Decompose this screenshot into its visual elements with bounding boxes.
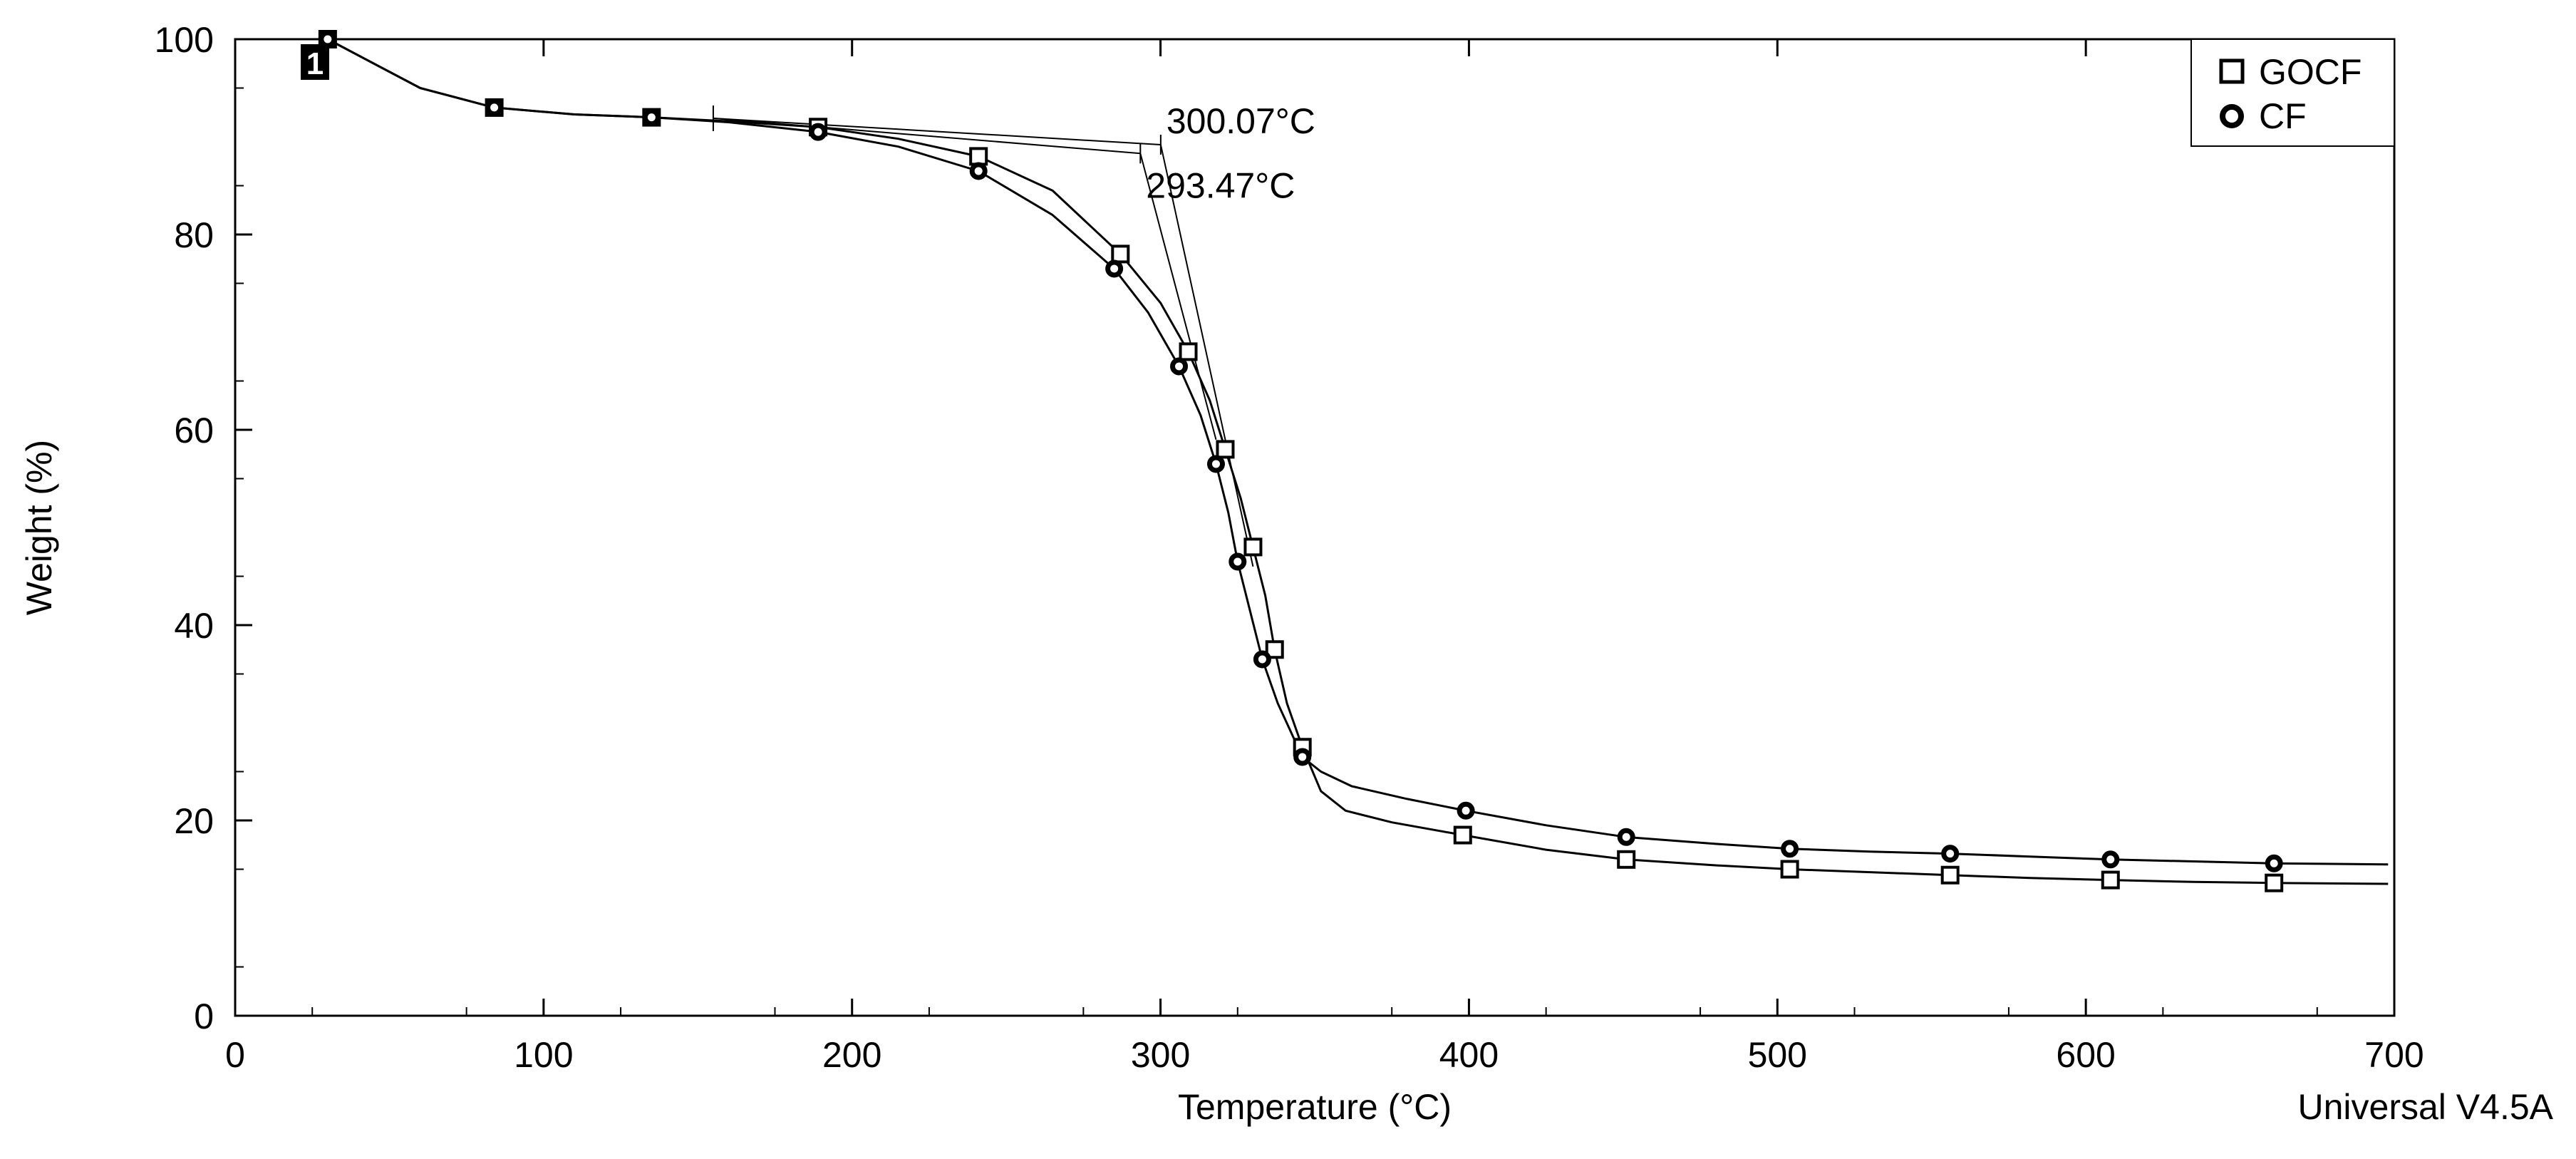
legend-box xyxy=(2190,38,2395,147)
data-point-cf xyxy=(1293,748,1312,766)
axis-ticks: 0 100 200 300 400 500 600 700 0 20 40 60 80 100 xyxy=(155,20,2424,1075)
onset-annotations: 300.07°C 293.47°C xyxy=(1146,101,1315,205)
data-point-gocf xyxy=(1940,865,1960,885)
y-tick-label: 80 xyxy=(174,215,214,255)
x-tick-label: 500 xyxy=(1748,1035,1807,1075)
legend-marker-gocf xyxy=(2219,58,2245,84)
data-point-cf xyxy=(1781,840,1799,858)
y-tick-label: 100 xyxy=(155,20,214,60)
series-line-cf xyxy=(327,38,2389,866)
y-tick-label: 20 xyxy=(174,801,214,841)
data-point-cf xyxy=(1228,552,1247,571)
data-point-cf xyxy=(809,123,827,141)
data-point-cf xyxy=(642,108,661,127)
x-tick-label: 200 xyxy=(822,1035,881,1075)
x-axis-title: Temperature (°C) xyxy=(1178,1087,1452,1127)
x-tick-label: 100 xyxy=(514,1035,573,1075)
x-tick-label: 300 xyxy=(1131,1035,1190,1075)
onset-label: 300.07°C xyxy=(1167,101,1315,141)
data-point-gocf xyxy=(1265,640,1284,659)
data-point-gocf xyxy=(1243,537,1263,557)
data-point-gocf xyxy=(1453,825,1472,845)
data-point-cf xyxy=(1206,455,1225,473)
onset-tangent xyxy=(1159,144,1254,567)
data-point-cf xyxy=(1941,845,1960,863)
data-point-cf xyxy=(485,98,504,117)
y-tick-label: 40 xyxy=(174,606,214,646)
data-point-cf xyxy=(969,162,988,180)
data-point-cf xyxy=(1170,357,1189,376)
series-markers xyxy=(318,30,2284,892)
data-point-gocf xyxy=(2265,873,2284,892)
x-tick-label: 0 xyxy=(225,1035,245,1075)
y-tick-label: 60 xyxy=(174,411,214,450)
onset-baseline xyxy=(713,117,1161,145)
data-point-gocf xyxy=(1179,342,1198,361)
x-tick-label: 700 xyxy=(2364,1035,2424,1075)
data-series xyxy=(327,38,2389,885)
data-point-gocf xyxy=(1111,244,1130,264)
data-point-cf xyxy=(2101,850,2120,869)
legend-label-cf: CF xyxy=(2259,96,2307,136)
data-point-cf xyxy=(2265,854,2283,872)
data-point-gocf xyxy=(1617,850,1636,869)
data-point-cf xyxy=(1457,801,1475,820)
data-point-cf xyxy=(1105,259,1124,278)
svg-text:1: 1 xyxy=(306,46,324,81)
data-point-gocf xyxy=(969,147,988,166)
onset-label: 293.47°C xyxy=(1146,165,1295,205)
data-point-cf xyxy=(319,30,337,48)
series-line-gocf xyxy=(327,38,2389,885)
y-axis-title: Weight (%) xyxy=(19,440,59,615)
legend-label-gocf: GOCF xyxy=(2259,52,2362,92)
data-point-gocf xyxy=(2101,870,2120,890)
legend-marker-cf xyxy=(2220,104,2244,128)
legend: GOCF CF xyxy=(2190,38,2395,147)
onset-tangent xyxy=(1139,153,1217,440)
data-point-cf xyxy=(1253,650,1271,669)
data-point-cf xyxy=(1617,828,1635,846)
plot-frame xyxy=(234,38,2396,1017)
x-tick-label: 400 xyxy=(1439,1035,1499,1075)
x-tick-label: 600 xyxy=(2056,1035,2115,1075)
data-point-gocf xyxy=(1780,860,1799,879)
data-point-gocf xyxy=(1216,440,1235,459)
y-tick-label: 0 xyxy=(194,996,214,1036)
step-marker: 1 xyxy=(301,44,329,81)
footer-version: Universal V4.5A xyxy=(2298,1087,2554,1127)
